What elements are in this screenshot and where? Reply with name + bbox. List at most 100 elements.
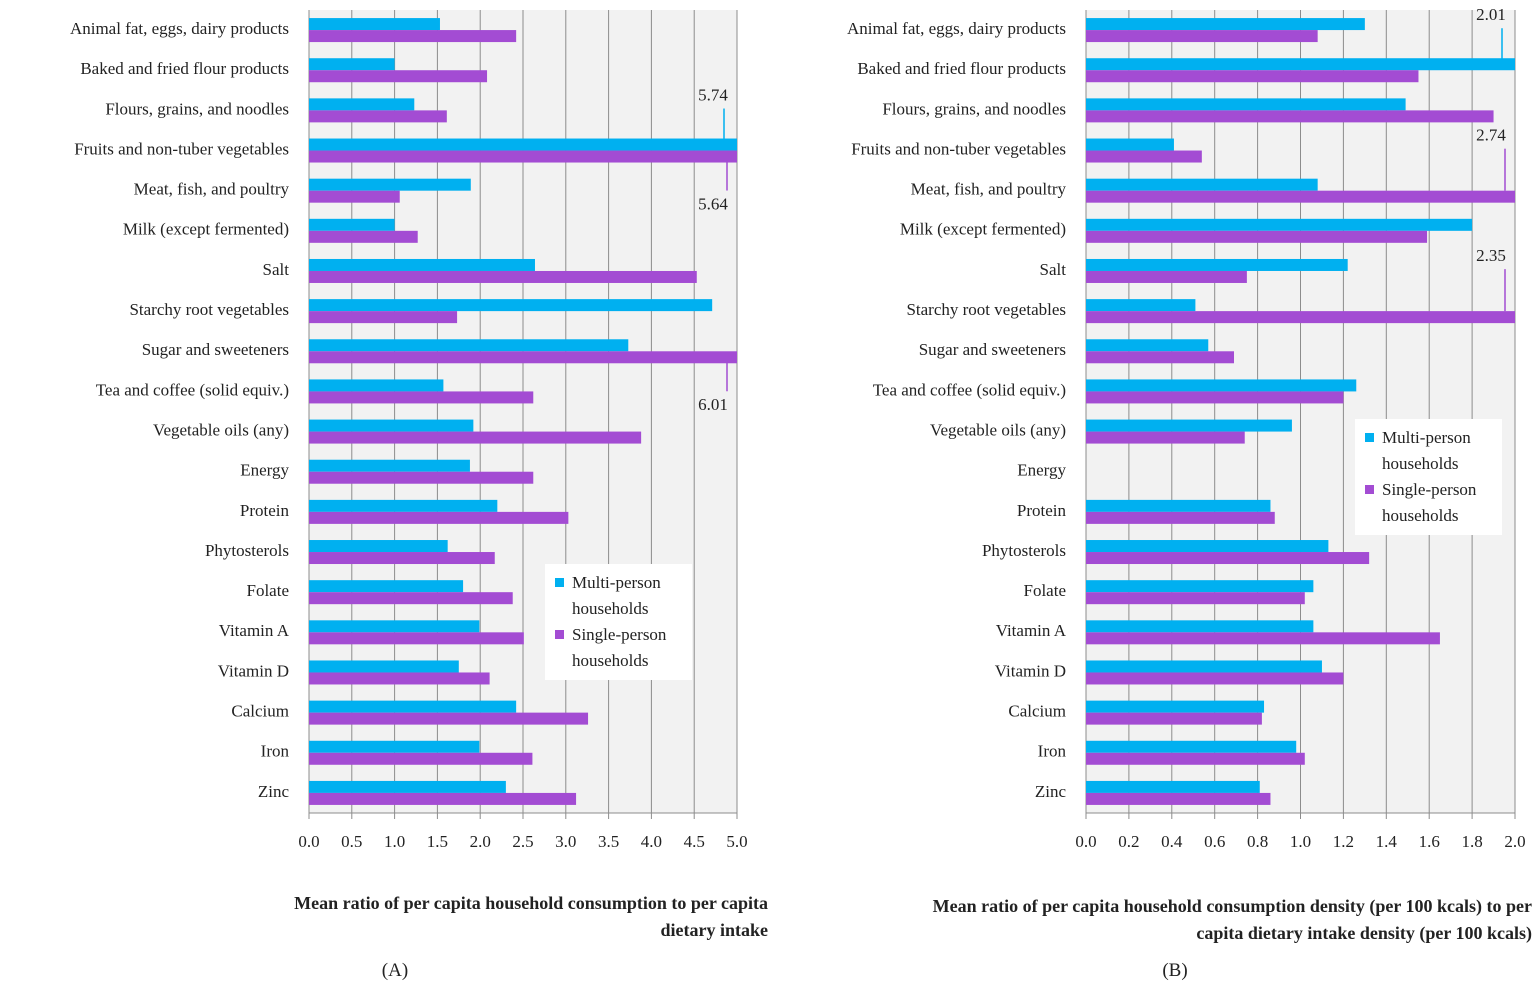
y-tick-label: Milk (except fermented) bbox=[123, 220, 289, 239]
x-tick-label: 2.0 bbox=[470, 832, 491, 851]
bar bbox=[1086, 540, 1329, 553]
legend-label: Multi-person households bbox=[572, 573, 661, 618]
y-tick-label: Iron bbox=[261, 742, 290, 761]
bar bbox=[309, 712, 589, 725]
bar bbox=[1086, 98, 1406, 111]
bar bbox=[309, 299, 713, 312]
bar bbox=[1086, 110, 1494, 123]
y-tick-label: Phytosterols bbox=[982, 541, 1066, 560]
legend-label: Multi-person households bbox=[1382, 428, 1471, 473]
y-tick-label: Folate bbox=[1024, 581, 1067, 600]
bar bbox=[1086, 58, 1515, 71]
bar bbox=[1086, 712, 1262, 725]
bar bbox=[1086, 299, 1196, 312]
legend-swatch bbox=[1365, 485, 1374, 494]
y-tick-label: Tea and coffee (solid equiv.) bbox=[873, 380, 1066, 399]
bar bbox=[309, 98, 415, 111]
bar bbox=[309, 30, 517, 43]
y-tick-label: Milk (except fermented) bbox=[900, 220, 1066, 239]
bar bbox=[309, 700, 517, 713]
data-label: 2.01 bbox=[1476, 5, 1506, 24]
bar bbox=[1086, 700, 1265, 713]
bar bbox=[309, 178, 471, 191]
y-tick-label: Starchy root vegetables bbox=[129, 300, 289, 319]
bar bbox=[309, 672, 490, 685]
y-tick-label: Vegetable oils (any) bbox=[930, 420, 1066, 439]
y-tick-label: Protein bbox=[240, 501, 290, 520]
y-tick-label: Vitamin A bbox=[219, 621, 290, 640]
bar bbox=[309, 511, 569, 524]
bar bbox=[1086, 150, 1202, 163]
y-tick-label: Zinc bbox=[1035, 782, 1067, 801]
y-tick-label: Baked and fried flour products bbox=[80, 59, 289, 78]
bar bbox=[1086, 552, 1370, 565]
bar bbox=[309, 780, 506, 793]
bar bbox=[309, 311, 458, 324]
bar bbox=[1086, 351, 1235, 364]
y-tick-label: Tea and coffee (solid equiv.) bbox=[96, 380, 289, 399]
bar bbox=[1086, 660, 1322, 673]
bar bbox=[309, 70, 488, 83]
bar bbox=[309, 740, 480, 753]
data-label: 5.74 bbox=[698, 85, 728, 104]
x-tick-label: 4.0 bbox=[641, 832, 662, 851]
y-tick-label: Protein bbox=[1017, 501, 1067, 520]
bars bbox=[1086, 18, 1515, 805]
x-axis-title: Mean ratio of per capita household consu… bbox=[932, 896, 1532, 943]
bar bbox=[309, 499, 498, 512]
bar bbox=[1086, 499, 1271, 512]
x-tick-label: 0.4 bbox=[1161, 832, 1183, 851]
bar bbox=[309, 258, 535, 271]
bar bbox=[309, 270, 697, 283]
x-axis-title: Mean ratio of per capita household consu… bbox=[294, 893, 768, 940]
bar bbox=[309, 752, 533, 765]
bar bbox=[309, 792, 577, 805]
bar bbox=[309, 540, 448, 553]
y-tick-label: Meat, fish, and poultry bbox=[134, 180, 290, 199]
y-tick-label: Salt bbox=[1040, 260, 1067, 279]
bar bbox=[1086, 391, 1344, 404]
bar bbox=[1086, 632, 1440, 645]
legend-swatch bbox=[555, 578, 564, 587]
x-tick-label: 0.0 bbox=[298, 832, 319, 851]
bar bbox=[309, 471, 534, 484]
y-tick-label: Starchy root vegetables bbox=[906, 300, 1066, 319]
bar bbox=[1086, 592, 1305, 605]
x-tick-label: 4.5 bbox=[684, 832, 705, 851]
bar bbox=[1086, 230, 1428, 243]
bar bbox=[1086, 138, 1174, 151]
bar bbox=[309, 459, 470, 472]
bar bbox=[309, 190, 400, 203]
x-tick-label: 0.5 bbox=[341, 832, 362, 851]
x-tick-label: 2.5 bbox=[512, 832, 533, 851]
x-tick-label: 1.0 bbox=[384, 832, 405, 851]
y-tick-label: Baked and fried flour products bbox=[857, 59, 1066, 78]
x-tick-label: 1.5 bbox=[427, 832, 448, 851]
legend-entry: Multi-person households bbox=[555, 570, 682, 622]
x-tick-label: 2.0 bbox=[1504, 832, 1525, 851]
bar bbox=[309, 580, 464, 593]
bar bbox=[309, 339, 629, 352]
bar bbox=[309, 391, 534, 404]
bars bbox=[309, 18, 737, 805]
y-tick-label: Phytosterols bbox=[205, 541, 289, 560]
bar bbox=[1086, 70, 1419, 83]
bar bbox=[309, 110, 447, 123]
y-tick-label: Fruits and non-tuber vegetables bbox=[74, 139, 289, 158]
x-tick-label: 1.2 bbox=[1333, 832, 1354, 851]
bar bbox=[309, 138, 737, 151]
x-tick-label: 1.8 bbox=[1461, 832, 1482, 851]
x-tick-label: 1.0 bbox=[1290, 832, 1311, 851]
x-tick-label: 1.4 bbox=[1376, 832, 1398, 851]
legend: Multi-person households Single-person hou… bbox=[1355, 419, 1502, 535]
y-tick-label: Flours, grains, and noodles bbox=[105, 99, 289, 118]
bar bbox=[309, 18, 440, 31]
bar bbox=[1086, 672, 1344, 685]
bar bbox=[309, 431, 642, 444]
bar bbox=[1086, 752, 1305, 765]
bar bbox=[309, 150, 737, 163]
bar bbox=[1086, 218, 1473, 231]
y-tick-label: Sugar and sweeteners bbox=[142, 340, 289, 359]
